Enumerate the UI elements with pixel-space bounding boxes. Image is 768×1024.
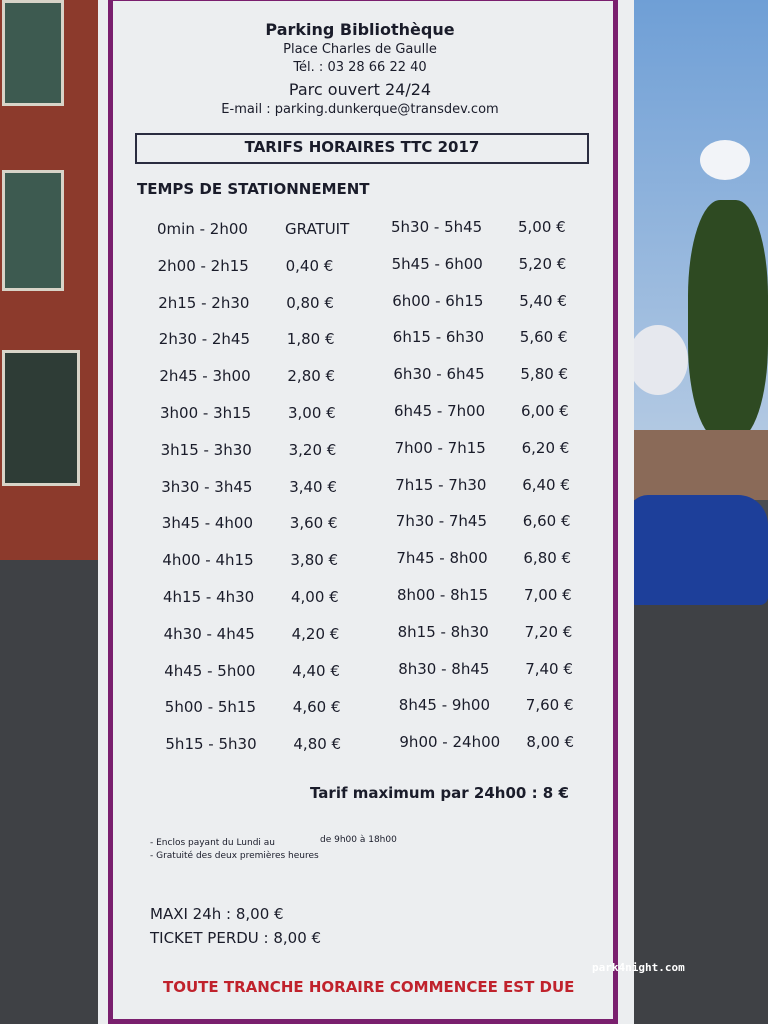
watermark: park4night.com xyxy=(592,961,685,974)
phone: Tél. : 03 28 66 22 40 xyxy=(293,60,427,75)
cloud xyxy=(700,140,750,180)
time-range: 2h30 - 2h45 xyxy=(158,330,251,349)
price: 3,80 € xyxy=(290,551,339,570)
time-range: 7h30 - 7h45 xyxy=(395,512,488,531)
price: 3,20 € xyxy=(288,440,337,459)
price: 3,00 € xyxy=(288,404,336,422)
price: 4,80 € xyxy=(293,735,342,754)
time-range: 3h45 - 4h00 xyxy=(161,514,254,533)
time-range: 5h30 - 5h45 xyxy=(391,218,483,236)
price: 5,80 € xyxy=(520,365,569,384)
buildings xyxy=(625,430,768,500)
time-range: 7h45 - 8h00 xyxy=(396,549,488,568)
cloud xyxy=(628,325,688,395)
price: 7,60 € xyxy=(525,696,574,715)
price: 7,00 € xyxy=(524,586,572,604)
time-range: 0min - 2h00 xyxy=(157,220,248,238)
time-range: 3h00 - 3h15 xyxy=(160,404,252,422)
price: 6,80 € xyxy=(523,549,572,568)
note: de 9h00 à 18h00 xyxy=(320,835,397,845)
time-range: 8h00 - 8h15 xyxy=(397,586,489,604)
email: E-mail : parking.dunkerque@transdev.com xyxy=(221,102,499,117)
window xyxy=(2,0,64,106)
banner: TARIFS HORAIRES TTC 2017 xyxy=(244,138,480,156)
price: 6,20 € xyxy=(521,438,570,457)
time-range: 4h15 - 4h30 xyxy=(163,588,255,606)
time-range: 2h15 - 2h30 xyxy=(158,293,250,312)
maxi: MAXI 24h : 8,00 € xyxy=(150,905,284,923)
time-range: 6h45 - 7h00 xyxy=(394,402,486,420)
time-range: 4h00 - 4h15 xyxy=(162,551,254,570)
section-title: TEMPS DE STATIONNEMENT xyxy=(137,180,370,198)
time-range: 7h15 - 7h30 xyxy=(395,475,487,494)
price: 4,40 € xyxy=(292,661,340,680)
time-range: 5h45 - 6h00 xyxy=(391,254,483,273)
time-range: 8h15 - 8h30 xyxy=(397,622,489,641)
price: 3,60 € xyxy=(289,514,338,533)
price: 0,40 € xyxy=(285,256,334,275)
footer: TOUTE TRANCHE HORAIRE COMMENCEE EST DUE xyxy=(163,978,575,996)
time-range: 3h15 - 3h30 xyxy=(160,440,252,459)
window xyxy=(2,350,80,486)
price: GRATUIT xyxy=(285,220,350,238)
address: Place Charles de Gaulle xyxy=(283,42,437,57)
parking-name: Parking Bibliothèque xyxy=(265,20,455,39)
price: 6,40 € xyxy=(522,475,570,494)
time-range: 6h30 - 6h45 xyxy=(393,365,485,384)
lost-ticket: TICKET PERDU : 8,00 € xyxy=(150,929,322,947)
time-range: 4h30 - 4h45 xyxy=(163,624,255,643)
time-range: 7h00 - 7h15 xyxy=(394,438,486,457)
time-range: 8h45 - 9h00 xyxy=(398,696,491,715)
price: 6,00 € xyxy=(521,402,569,420)
note: - Enclos payant du Lundi au xyxy=(150,838,276,848)
price: 1,80 € xyxy=(286,330,335,349)
price: 4,20 € xyxy=(291,624,340,643)
time-range: 2h45 - 3h00 xyxy=(159,367,251,386)
price: 5,20 € xyxy=(518,254,567,273)
tree xyxy=(688,200,768,440)
time-range: 2h00 - 2h15 xyxy=(157,256,249,275)
time-range: 6h15 - 6h30 xyxy=(392,328,485,347)
price: 6,60 € xyxy=(522,512,571,531)
price: 7,20 € xyxy=(524,622,573,641)
hours: Parc ouvert 24/24 xyxy=(288,80,432,99)
price: 2,80 € xyxy=(287,367,336,386)
time-range: 3h30 - 3h45 xyxy=(161,477,253,496)
note: - Gratuité des deux premières heures xyxy=(150,851,319,861)
window xyxy=(2,170,64,291)
price: 5,40 € xyxy=(519,291,567,310)
sign-border xyxy=(108,0,618,1024)
time-range: 4h45 - 5h00 xyxy=(164,661,256,680)
price: 5,00 € xyxy=(518,218,566,236)
price: 0,80 € xyxy=(286,293,334,312)
time-range: 5h15 - 5h30 xyxy=(165,735,257,754)
car xyxy=(628,495,768,605)
price: 8,00 € xyxy=(526,733,575,752)
time-range: 5h00 - 5h15 xyxy=(164,698,257,717)
price: 4,00 € xyxy=(291,588,339,606)
time-range: 8h30 - 8h45 xyxy=(398,659,490,678)
banner-box xyxy=(135,133,589,164)
time-range: 6h00 - 6h15 xyxy=(392,291,484,310)
price: 3,40 € xyxy=(289,477,337,496)
price: 4,60 € xyxy=(292,698,341,717)
price: 7,40 € xyxy=(525,659,573,678)
price: 5,60 € xyxy=(519,328,568,347)
max-rate: Tarif maximum par 24h00 : 8 € xyxy=(310,784,569,802)
time-range: 9h00 - 24h00 xyxy=(399,733,501,752)
sign-board xyxy=(98,0,634,1024)
